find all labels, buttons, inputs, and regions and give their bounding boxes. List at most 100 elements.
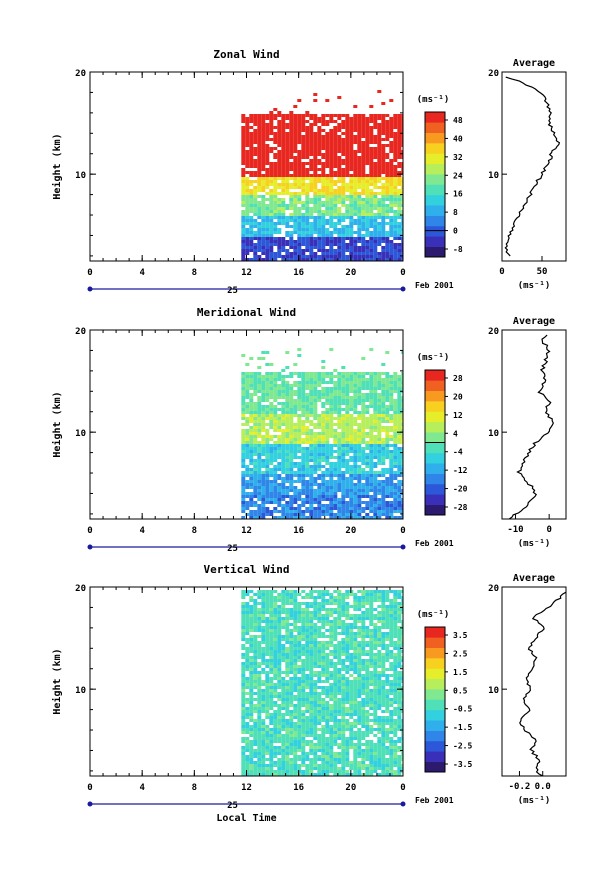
heatmap-cell xyxy=(381,168,386,171)
heatmap-cell xyxy=(285,656,290,659)
heatmap-cell xyxy=(309,641,314,644)
heatmap-cell xyxy=(321,129,326,132)
heatmap-cell xyxy=(289,444,294,447)
heatmap-cell xyxy=(241,354,246,357)
heatmap-cell xyxy=(257,698,262,701)
heatmap-cell xyxy=(277,207,282,210)
heatmap-cell xyxy=(337,486,342,489)
heatmap-cell xyxy=(381,192,386,195)
heatmap-cell xyxy=(265,731,270,734)
panel-title: Vertical Wind xyxy=(203,563,289,576)
heatmap-cell xyxy=(305,402,310,405)
heatmap-cell xyxy=(293,746,298,749)
heatmap-cell xyxy=(293,656,298,659)
heatmap-cell xyxy=(321,246,326,249)
heatmap-cell xyxy=(341,189,346,192)
heatmap-cell xyxy=(313,393,318,396)
heatmap-cell xyxy=(321,477,326,480)
heatmap-cell xyxy=(249,192,254,195)
heatmap-cell xyxy=(249,414,254,417)
heatmap-cell xyxy=(249,468,254,471)
heatmap-cell xyxy=(245,770,250,773)
heatmap-cell xyxy=(381,501,386,504)
heatmap-cell xyxy=(257,189,262,192)
heatmap-cell xyxy=(385,495,390,498)
heatmap-cell xyxy=(281,486,286,489)
heatmap-cell xyxy=(393,405,398,408)
heatmap-cell xyxy=(305,608,310,611)
heatmap-cell xyxy=(365,507,370,510)
heatmap-cell xyxy=(253,480,258,483)
heatmap-cell xyxy=(317,378,322,381)
heatmap-cell xyxy=(249,743,254,746)
heatmap-cell xyxy=(273,495,278,498)
heatmap-cell xyxy=(341,132,346,135)
heatmap-cell xyxy=(253,165,258,168)
heatmap-cell xyxy=(401,183,403,186)
heatmap-cell xyxy=(305,758,310,761)
heatmap-cell xyxy=(377,438,382,441)
heatmap-cell xyxy=(377,255,382,258)
heatmap-cell xyxy=(281,192,286,195)
heatmap-cell xyxy=(329,492,334,495)
heatmap-cell xyxy=(341,147,346,150)
heatmap-cell xyxy=(369,432,374,435)
heatmap-cell xyxy=(337,159,342,162)
heatmap-cell xyxy=(309,387,314,390)
x-tick-label: 0 xyxy=(87,526,92,536)
heatmap-cell xyxy=(377,117,382,120)
heatmap-cell xyxy=(325,507,330,510)
heatmap-cell xyxy=(241,593,246,596)
heatmap-cell xyxy=(393,141,398,144)
heatmap-cell xyxy=(349,129,354,132)
heatmap-cell xyxy=(289,635,294,638)
heatmap-cell xyxy=(333,435,338,438)
heatmap-cell xyxy=(389,453,394,456)
heatmap-cell xyxy=(293,423,298,426)
heatmap-cell xyxy=(245,638,250,641)
heatmap-cell xyxy=(361,135,366,138)
heatmap-cell xyxy=(389,180,394,183)
heatmap-cell xyxy=(309,222,314,225)
heatmap-cell xyxy=(317,665,322,668)
heatmap-cell xyxy=(253,677,258,680)
heatmap-cell xyxy=(329,168,334,171)
heatmap-cell xyxy=(329,177,334,180)
heatmap-cell xyxy=(301,384,306,387)
heatmap-cell xyxy=(297,414,302,417)
heatmap-cell xyxy=(289,740,294,743)
heatmap-cell xyxy=(261,399,266,402)
heatmap-cell xyxy=(377,129,382,132)
heatmap-cell xyxy=(309,507,314,510)
heatmap-cell xyxy=(249,240,254,243)
heatmap-cell xyxy=(281,408,286,411)
heatmap-cell xyxy=(245,162,250,165)
heatmap-cell xyxy=(373,258,378,261)
heatmap-cell xyxy=(353,507,358,510)
heatmap-cell xyxy=(273,614,278,617)
heatmap-cell xyxy=(269,120,274,123)
heatmap-cell xyxy=(317,644,322,647)
heatmap-cell xyxy=(289,114,294,117)
heatmap-cell xyxy=(297,695,302,698)
heatmap-cell xyxy=(245,228,250,231)
heatmap-cell xyxy=(253,743,258,746)
heatmap-cell xyxy=(281,456,286,459)
heatmap-cell xyxy=(397,426,402,429)
heatmap-cell xyxy=(389,492,394,495)
heatmap-cell xyxy=(309,201,314,204)
heatmap-cell xyxy=(305,135,310,138)
heatmap-cell xyxy=(337,123,342,126)
heatmap-cell xyxy=(261,183,266,186)
heatmap-cell xyxy=(357,120,362,123)
heatmap-cell xyxy=(313,501,318,504)
heatmap-cell xyxy=(369,504,374,507)
heatmap-cell xyxy=(325,201,330,204)
heatmap-cell xyxy=(373,426,378,429)
heatmap-cell xyxy=(393,501,398,504)
heatmap-cell xyxy=(293,210,298,213)
heatmap-cell xyxy=(385,252,390,255)
heatmap-cell xyxy=(373,204,378,207)
heatmap-cell xyxy=(301,758,306,761)
heatmap-cell xyxy=(277,605,282,608)
